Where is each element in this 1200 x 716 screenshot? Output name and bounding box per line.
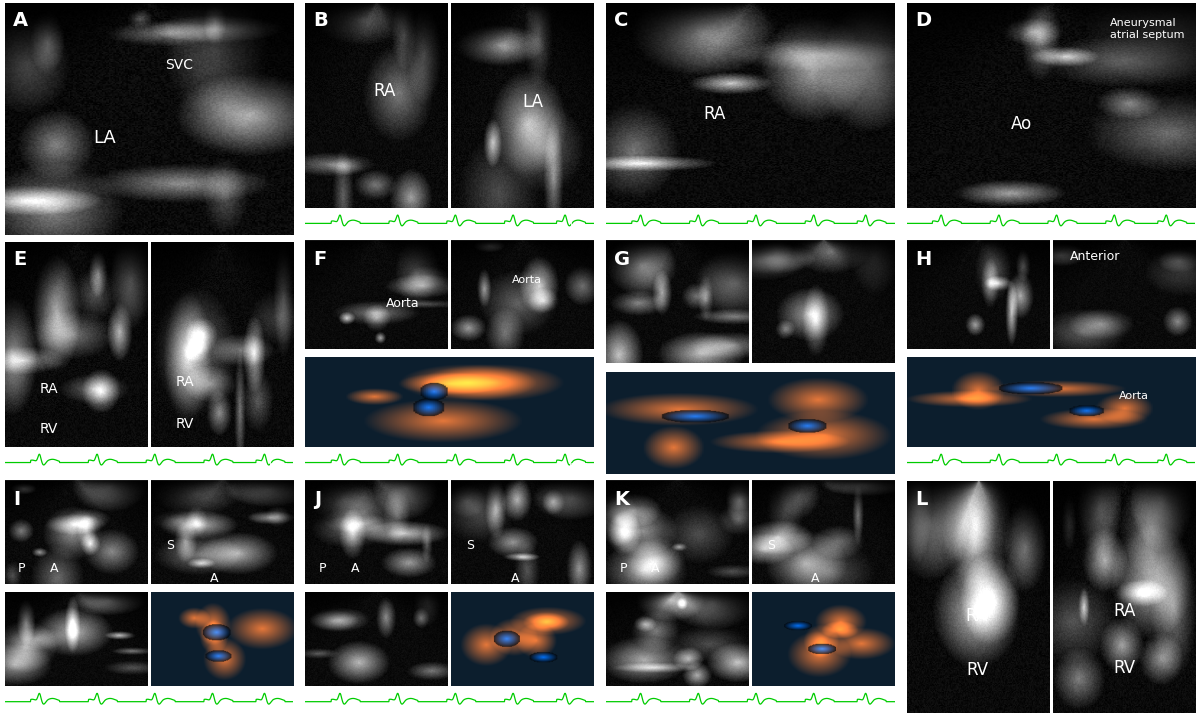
- Text: J: J: [313, 490, 320, 508]
- Text: D: D: [914, 11, 931, 30]
- Text: A: A: [510, 572, 520, 585]
- Text: S: S: [467, 538, 474, 551]
- Text: Ao: Ao: [1010, 115, 1032, 132]
- Text: SVC: SVC: [164, 57, 193, 72]
- Text: RA: RA: [175, 374, 194, 389]
- Text: Aorta: Aorta: [385, 297, 419, 310]
- Text: H: H: [914, 251, 931, 269]
- Text: S: S: [767, 538, 775, 551]
- Text: Aneurysmal
atrial septum: Aneurysmal atrial septum: [1110, 19, 1184, 40]
- Text: 88 bpm: 88 bpm: [557, 461, 589, 470]
- Text: RV: RV: [40, 422, 58, 436]
- Text: C: C: [614, 11, 629, 30]
- Text: RA: RA: [703, 105, 726, 123]
- Text: S: S: [166, 538, 174, 551]
- Text: RA: RA: [1114, 602, 1136, 620]
- Text: RA: RA: [373, 82, 396, 100]
- Text: I: I: [13, 490, 20, 508]
- Text: A: A: [652, 562, 660, 575]
- Text: A: A: [811, 572, 820, 585]
- Text: P: P: [619, 562, 626, 575]
- Text: 70 bpm: 70 bpm: [256, 461, 288, 470]
- Text: A: A: [210, 572, 218, 585]
- Text: RV: RV: [1114, 659, 1136, 677]
- Text: B: B: [313, 11, 329, 30]
- Text: RA: RA: [966, 607, 988, 625]
- Text: Anterior: Anterior: [1070, 250, 1121, 263]
- Text: G: G: [614, 251, 630, 269]
- Text: A: A: [50, 562, 59, 575]
- Text: Aorta: Aorta: [1118, 391, 1148, 401]
- Text: RV: RV: [175, 417, 193, 431]
- Text: E: E: [13, 251, 26, 269]
- Text: Aorta: Aorta: [511, 275, 541, 285]
- Text: P: P: [319, 562, 326, 575]
- Text: K: K: [614, 490, 629, 508]
- Text: 70 bpm: 70 bpm: [557, 222, 589, 231]
- Text: A: A: [13, 11, 28, 30]
- Text: L: L: [914, 490, 928, 508]
- Text: F: F: [313, 251, 326, 269]
- Text: RA: RA: [40, 382, 58, 396]
- Text: P: P: [18, 562, 25, 575]
- Text: A: A: [350, 562, 359, 575]
- Text: LA: LA: [94, 129, 116, 147]
- Text: LA: LA: [522, 93, 544, 111]
- Text: RV: RV: [966, 662, 988, 679]
